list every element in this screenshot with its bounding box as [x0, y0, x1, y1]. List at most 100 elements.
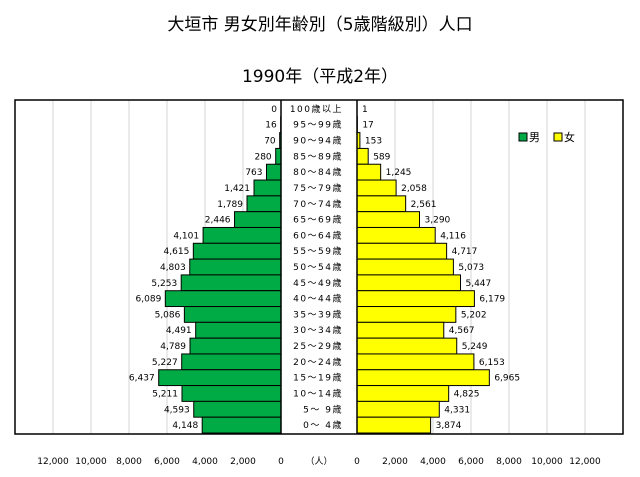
x-tick-label-right: 12,000: [569, 457, 601, 467]
bar-female: [356, 369, 490, 387]
data-label-male: 4,101: [173, 231, 199, 241]
age-category-label: 65～69歳: [293, 214, 343, 226]
x-tick-label-right: 8,000: [496, 457, 522, 467]
data-label-male: 4,491: [166, 326, 192, 336]
legend-swatch-male: [518, 132, 528, 142]
data-label-male: 4,803: [160, 263, 186, 273]
data-label-female: 4,567: [449, 326, 475, 336]
x-tick-label-left: 8,000: [116, 457, 142, 467]
data-label-female: 17: [362, 121, 373, 131]
age-category-label: 30～34歳: [293, 324, 343, 336]
bar-male: [246, 195, 282, 213]
bar-female: [356, 163, 382, 181]
age-category-label: 15～19歳: [293, 372, 343, 384]
bar-female: [356, 416, 432, 434]
age-category-label: 10～14歳: [293, 387, 343, 399]
data-label-male: 70: [264, 137, 276, 147]
bar-male: [201, 416, 282, 434]
bar-female: [356, 321, 445, 339]
data-label-male: 6,089: [136, 295, 162, 305]
age-category-label: 50～54歳: [293, 261, 343, 273]
x-axis-unit-label: （人）: [305, 456, 332, 467]
legend-label-female: 女: [564, 130, 575, 144]
data-label-male: 4,593: [164, 405, 190, 415]
data-label-female: 4,717: [452, 247, 478, 257]
bar-male: [180, 274, 282, 292]
data-label-female: 4,331: [444, 405, 470, 415]
age-category-label: 90～94歳: [293, 135, 343, 147]
bar-male: [164, 290, 282, 308]
age-category-label: 5～ 9歳: [303, 403, 343, 415]
data-label-female: 153: [365, 137, 382, 147]
data-label-male: 5,253: [151, 279, 177, 289]
x-tick-label-left: 0: [278, 457, 284, 467]
bar-male: [275, 147, 282, 165]
age-category-label: 80～84歳: [293, 166, 343, 178]
data-label-female: 5,073: [458, 263, 484, 273]
bar-female: [356, 211, 421, 228]
age-category-label: 55～59歳: [293, 245, 343, 257]
bar-female: [356, 242, 448, 260]
age-category-label: 45～49歳: [293, 277, 343, 289]
bar-male: [183, 306, 282, 323]
bar-female: [356, 258, 454, 276]
data-label-female: 5,202: [461, 310, 487, 320]
data-label-male: 763: [245, 168, 262, 178]
age-category-label: 85～89歳: [293, 150, 343, 162]
data-label-female: 4,116: [440, 231, 466, 241]
data-label-female: 1: [362, 105, 368, 115]
bar-male: [234, 211, 282, 228]
bar-female: [356, 337, 458, 355]
bar-female: [356, 353, 475, 371]
bar-female: [356, 179, 397, 197]
bar-male: [202, 226, 282, 244]
x-tick-label-left: 12,000: [37, 457, 69, 467]
x-tick-label-right: 10,000: [531, 457, 563, 467]
x-tick-label-right: 4,000: [420, 457, 446, 467]
data-label-male: 16: [265, 121, 277, 131]
bar-female: [356, 385, 450, 402]
bar-female: [356, 306, 457, 323]
data-label-female: 2,058: [401, 184, 427, 194]
x-tick-label-right: 6,000: [458, 457, 484, 467]
age-category-label: 75～79歳: [293, 182, 343, 194]
bar-male: [195, 321, 282, 339]
bar-female: [356, 226, 436, 244]
chart-title: 大垣市 男女別年齢別（5歳階級別）人口: [167, 15, 473, 35]
age-category-label: 100歳以上: [290, 103, 343, 115]
data-label-male: 4,789: [160, 342, 186, 352]
data-label-female: 3,874: [436, 421, 462, 431]
age-category-label: 60～64歳: [293, 229, 343, 241]
bar-male: [266, 163, 282, 181]
data-label-female: 2,561: [411, 200, 437, 210]
data-label-female: 5,249: [462, 342, 488, 352]
data-label-male: 5,211: [152, 389, 178, 399]
data-label-male: 4,148: [172, 421, 198, 431]
chart-subtitle: 1990年（平成2年）: [241, 67, 399, 87]
age-category-label: 35～39歳: [293, 308, 343, 320]
age-category-label: 70～74歳: [293, 198, 343, 210]
data-label-female: 6,965: [494, 374, 520, 384]
data-label-male: 280: [254, 152, 271, 162]
data-label-male: 5,086: [155, 310, 181, 320]
bar-male: [192, 242, 282, 260]
data-label-female: 6,179: [479, 295, 505, 305]
x-tick-label-left: 10,000: [75, 457, 107, 467]
bar-male: [158, 369, 282, 387]
data-label-female: 6,153: [479, 358, 505, 368]
bar-female: [356, 274, 461, 292]
age-category-label: 20～24歳: [293, 356, 343, 368]
data-label-female: 5,447: [465, 279, 491, 289]
x-tick-label-right: 2,000: [382, 457, 408, 467]
bar-male: [189, 258, 282, 276]
x-tick-label-left: 2,000: [230, 457, 256, 467]
age-category-label: 95～99歳: [293, 119, 343, 131]
legend-label-male: 男: [529, 131, 540, 144]
bar-female: [356, 147, 369, 165]
age-category-label: 25～29歳: [293, 340, 343, 352]
data-label-male: 1,789: [217, 200, 243, 210]
bar-male: [181, 353, 282, 371]
bar-female: [356, 195, 407, 213]
bar-male: [189, 337, 282, 355]
